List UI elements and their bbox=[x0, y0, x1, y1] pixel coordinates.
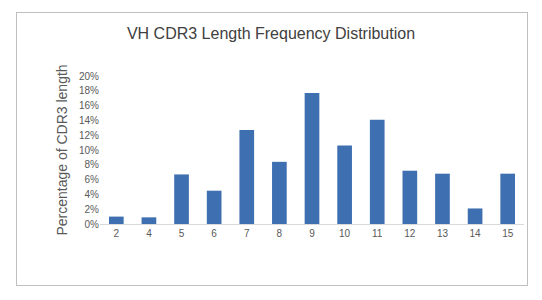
svg-text:8: 8 bbox=[277, 228, 283, 239]
svg-text:9: 9 bbox=[309, 228, 315, 239]
svg-text:6%: 6% bbox=[85, 174, 100, 185]
svg-text:16%: 16% bbox=[79, 100, 99, 111]
svg-text:15: 15 bbox=[502, 228, 514, 239]
svg-text:7: 7 bbox=[244, 228, 250, 239]
svg-text:20%: 20% bbox=[79, 71, 99, 82]
svg-text:8%: 8% bbox=[85, 159, 100, 170]
svg-text:5: 5 bbox=[179, 228, 185, 239]
svg-text:18%: 18% bbox=[79, 85, 99, 96]
svg-text:10: 10 bbox=[339, 228, 351, 239]
svg-text:2%: 2% bbox=[85, 204, 100, 215]
svg-text:6: 6 bbox=[211, 228, 217, 239]
svg-text:Percentage of CDR3 length: Percentage of CDR3 length bbox=[54, 64, 70, 235]
svg-text:12%: 12% bbox=[79, 130, 99, 141]
svg-text:14%: 14% bbox=[79, 115, 99, 126]
svg-text:4: 4 bbox=[146, 228, 152, 239]
svg-text:13: 13 bbox=[437, 228, 449, 239]
svg-text:VH CDR3 Length Frequency Distr: VH CDR3 Length Frequency Distribution bbox=[127, 25, 415, 42]
svg-text:4%: 4% bbox=[85, 189, 100, 200]
svg-text:14: 14 bbox=[470, 228, 482, 239]
svg-text:11: 11 bbox=[372, 228, 383, 239]
svg-text:2: 2 bbox=[114, 228, 120, 239]
svg-text:12: 12 bbox=[404, 228, 416, 239]
svg-text:0%: 0% bbox=[85, 219, 100, 230]
svg-text:10%: 10% bbox=[79, 145, 99, 156]
